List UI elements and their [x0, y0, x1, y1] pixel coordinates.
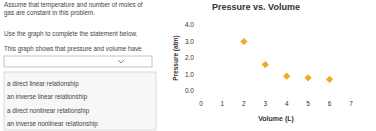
y-tick — [199, 74, 201, 75]
dropdown-option[interactable]: a direct nonlinear relationship — [7, 107, 90, 115]
data-point — [326, 76, 333, 83]
y-tick-label: 4.0 — [185, 21, 194, 28]
statement: This graph shows that pressure and volum… — [4, 45, 142, 53]
x-tick-label: 4 — [285, 100, 289, 107]
chart-title: Pressure vs. Volume — [212, 2, 300, 12]
options-list — [4, 72, 156, 130]
x-tick — [329, 97, 330, 99]
x-tick-label: 7 — [349, 100, 353, 107]
plot-area — [240, 38, 333, 83]
y-tick-label: 1.0 — [185, 71, 194, 78]
y-tick-label: 3.0 — [185, 38, 194, 45]
dropdown-caret — [118, 60, 124, 63]
x-tick — [265, 97, 266, 99]
y-tick — [199, 41, 201, 42]
data-point — [305, 74, 312, 81]
y-tick — [199, 58, 201, 59]
intro-text: Assume that temperature and number of mo… — [4, 1, 143, 9]
x-tick — [351, 97, 352, 99]
x-tick — [222, 97, 223, 99]
data-point — [262, 61, 269, 68]
x-tick-label: 2 — [242, 100, 246, 107]
data-point — [240, 38, 247, 45]
y-tick-label: 2.0 — [185, 54, 194, 61]
y-tick — [199, 91, 201, 92]
y-tick — [199, 25, 201, 26]
dropdown[interactable] — [4, 56, 152, 67]
dropdown-option[interactable]: an inverse linear relationship — [7, 93, 88, 101]
x-tick-label: 1 — [221, 100, 225, 107]
y-tick-label: 0.0 — [185, 87, 194, 94]
dropdown-option[interactable]: an inverse nonlinear relationship — [7, 120, 98, 128]
x-tick-label: 0 — [199, 100, 203, 107]
x-tick — [308, 97, 309, 99]
y-axis-label: Pressure (atm) — [172, 35, 180, 81]
x-tick — [201, 97, 202, 99]
x-tick-label: 5 — [306, 100, 310, 107]
x-tick-label: 6 — [328, 100, 332, 107]
x-tick — [286, 97, 287, 99]
x-axis-label: Volume (L) — [258, 115, 294, 123]
data-point — [283, 73, 290, 80]
page: Assume that temperature and number of mo… — [0, 0, 376, 131]
x-tick-label: 3 — [263, 100, 267, 107]
dropdown-option[interactable]: a direct linear relationship — [7, 80, 79, 88]
instruction: Use the graph to complete the statement … — [4, 30, 138, 38]
x-tick — [243, 97, 244, 99]
intro-text: gas are constant in this problem. — [4, 9, 95, 17]
